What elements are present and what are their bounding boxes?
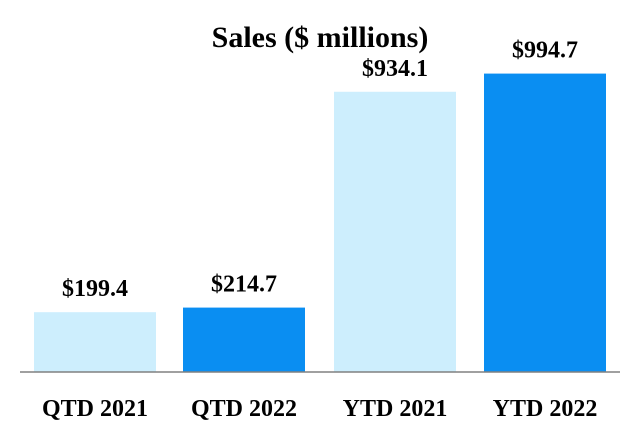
x-tick-labels: QTD 2021 QTD 2022 YTD 2021 YTD 2022 bbox=[42, 396, 597, 422]
data-label: $214.7 bbox=[211, 272, 277, 298]
data-label: $994.7 bbox=[512, 38, 578, 64]
x-tick-label: YTD 2021 bbox=[343, 396, 448, 422]
data-label: $934.1 bbox=[362, 56, 428, 82]
data-label: $199.4 bbox=[62, 276, 128, 302]
bar-ytd-2022 bbox=[484, 73, 606, 372]
bar-ytd-2021 bbox=[334, 91, 456, 373]
bar-qtd-2022 bbox=[183, 307, 305, 372]
bars-layer bbox=[34, 73, 606, 373]
x-tick-label: QTD 2021 bbox=[42, 396, 148, 422]
x-tick-label: YTD 2022 bbox=[493, 396, 598, 422]
x-tick-label: QTD 2022 bbox=[191, 396, 297, 422]
bar-qtd-2021 bbox=[34, 312, 156, 372]
labels-layer: $199.4 $214.7 $934.1 $994.7 bbox=[62, 38, 578, 303]
chart-title: Sales ($ millions) bbox=[212, 21, 429, 54]
